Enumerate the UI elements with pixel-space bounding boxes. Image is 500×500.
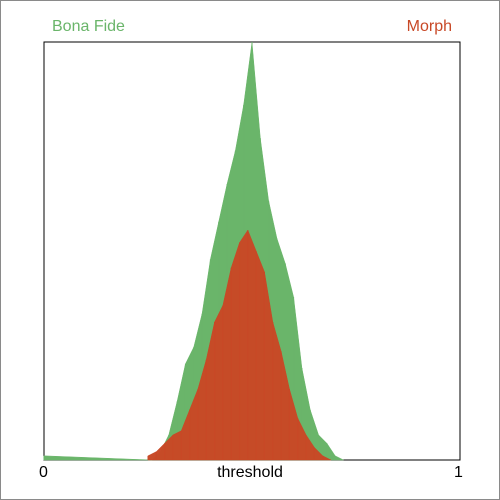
x-tick-label-max: 1 [454,464,463,481]
legend-bona-fide: Bona Fide [52,18,125,35]
x-axis-label: threshold [217,464,283,481]
series-morph [147,229,332,461]
series-bona-fide [43,41,344,461]
legend-morph: Morph [406,18,452,35]
x-tick-label-min: 0 [39,464,48,481]
series-layer [43,41,344,461]
